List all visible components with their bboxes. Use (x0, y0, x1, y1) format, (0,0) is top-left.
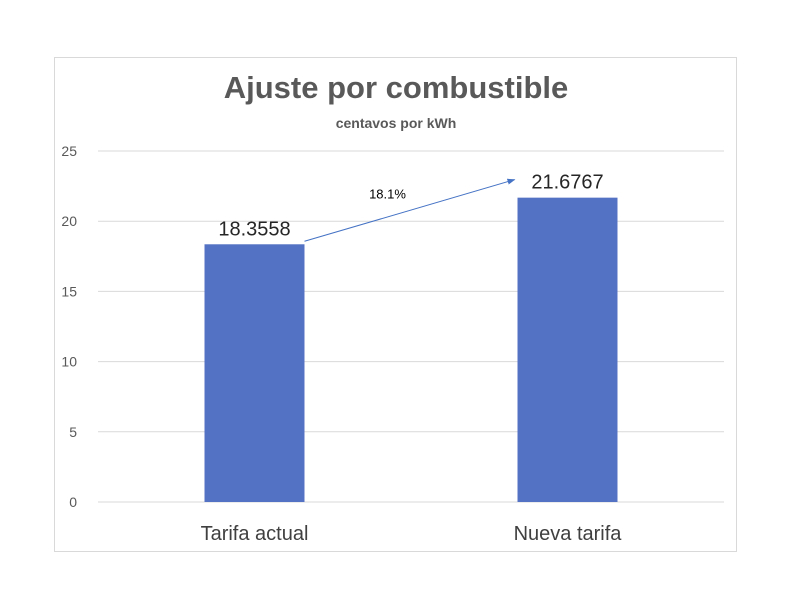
x-category-label: Tarifa actual (201, 523, 309, 545)
chart-subtitle: centavos por kWh (335, 115, 457, 131)
y-tick-label: 25 (61, 143, 77, 159)
y-tick-label: 20 (61, 213, 77, 229)
y-tick-label: 15 (61, 283, 77, 299)
bar-value-label: 21.6767 (531, 172, 603, 194)
chart-frame (54, 57, 737, 552)
growth-arrow (304, 178, 516, 242)
chart-title: Ajuste por combustible (223, 70, 569, 105)
y-tick-label: 10 (61, 354, 77, 370)
y-tick-label: 5 (69, 424, 77, 440)
y-tick-label: 0 (69, 494, 77, 510)
x-category-label: Nueva tarifa (514, 523, 623, 545)
bar (517, 197, 618, 503)
bar (204, 244, 305, 503)
growth-percent-label: 18.1% (369, 186, 406, 201)
bar-value-label: 18.3558 (218, 218, 290, 240)
